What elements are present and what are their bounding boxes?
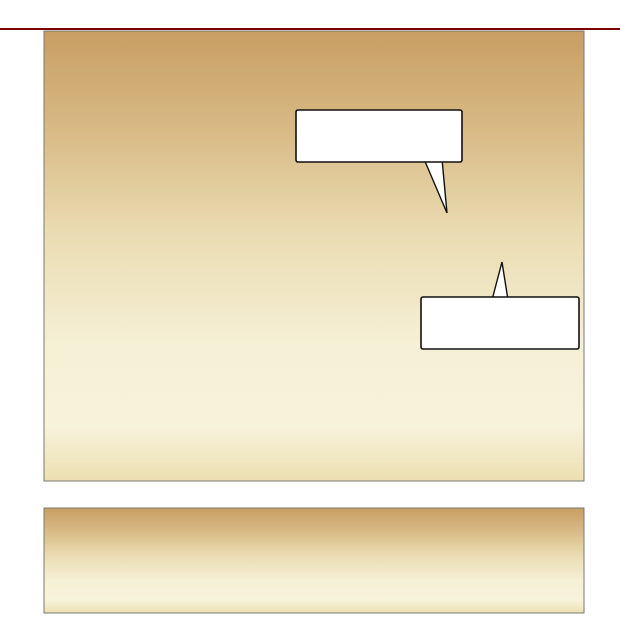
head-shoulders-callout	[420, 261, 580, 350]
main-panel-border	[43, 30, 585, 482]
lower-panel-border	[43, 507, 585, 614]
lower-panel-background	[44, 508, 584, 613]
chart-header	[0, 0, 620, 30]
main-panel-background	[44, 31, 584, 481]
bearish-pennant-callout	[295, 109, 463, 214]
